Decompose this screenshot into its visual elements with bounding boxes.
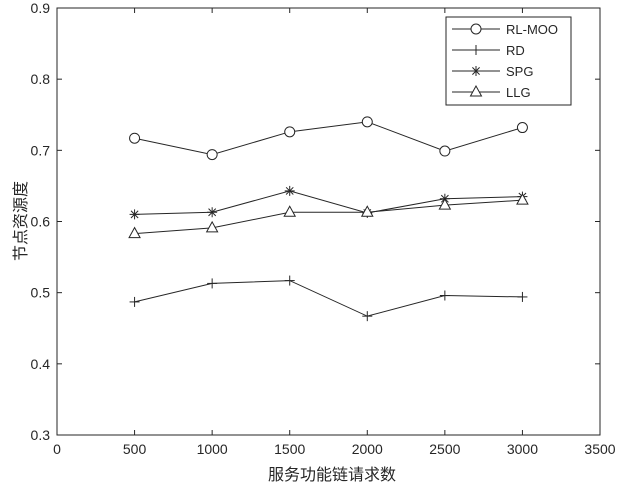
data-point-spg [207,207,218,218]
data-point-llg [360,205,374,217]
legend-label: LLG [506,85,531,100]
legend-marker [471,45,481,55]
x-tick-label: 1500 [274,441,305,457]
data-point-rd [439,290,450,301]
data-point-spg [284,185,295,196]
x-axis-label: 服务功能链请求数 [268,465,396,484]
legend-label: RL-MOO [506,22,558,37]
x-tick-label: 2000 [352,441,383,457]
legend-entry-rd: RD [452,43,525,58]
data-point-llg [438,198,452,210]
series-llg [128,193,529,239]
series-line-spg [134,190,523,215]
series-line-llg [134,199,523,235]
data-point-llg [516,193,529,205]
data-point-rd [129,296,140,307]
data-point-rd [362,311,373,322]
data-point-rd [207,278,218,289]
x-tick-label: 3000 [507,441,538,457]
data-point-rd [284,275,295,286]
axis-ticks: 0 500 1000 1500 2000 2500 3000 3500 0.3 0.4 0.5 0.6… [31,0,616,457]
legend-label: SPG [506,64,533,79]
legend-marker [469,84,483,97]
y-tick-label: 0.6 [31,214,51,230]
series-rl-moo [129,116,528,161]
y-axis-label: 节点资源度 [11,181,30,261]
data-point-rl-moo [206,149,218,161]
y-tick-label: 0.8 [31,71,51,87]
data-point-llg [205,220,219,233]
data-point-llg [283,205,297,217]
x-tick-label: 0 [53,441,61,457]
legend-box [445,16,572,106]
legend-entry-rl-moo: RL-MOO [452,22,558,37]
y-tick-label: 0.9 [31,0,51,16]
legend: RL-MOO RD SPG LLG [445,16,572,106]
y-tick-label: 0.3 [31,427,51,443]
data-point-rd [517,291,528,302]
legend-label: RD [506,43,525,58]
data-point-spg [129,209,140,220]
legend-entry-spg: SPG [452,64,533,79]
series-rd [129,275,528,322]
legend-marker [470,23,482,35]
data-point-rl-moo [439,145,451,157]
series-line-rd [134,280,523,317]
x-tick-label: 3500 [584,441,615,457]
x-tick-label: 1000 [197,441,228,457]
x-tick-label: 500 [123,441,147,457]
y-tick-label: 0.5 [31,285,51,301]
legend-marker [471,66,481,76]
data-point-llg [128,226,141,239]
series-layer [128,116,529,322]
data-point-rl-moo [129,132,141,144]
data-point-rl-moo [516,122,528,134]
y-tick-label: 0.7 [31,142,51,158]
data-point-rl-moo [361,116,373,128]
data-point-rl-moo [284,126,296,138]
x-tick-label: 2500 [429,441,460,457]
y-tick-label: 0.4 [31,356,51,372]
series-line-rl-moo [134,121,523,156]
legend-entry-llg: LLG [452,84,531,100]
